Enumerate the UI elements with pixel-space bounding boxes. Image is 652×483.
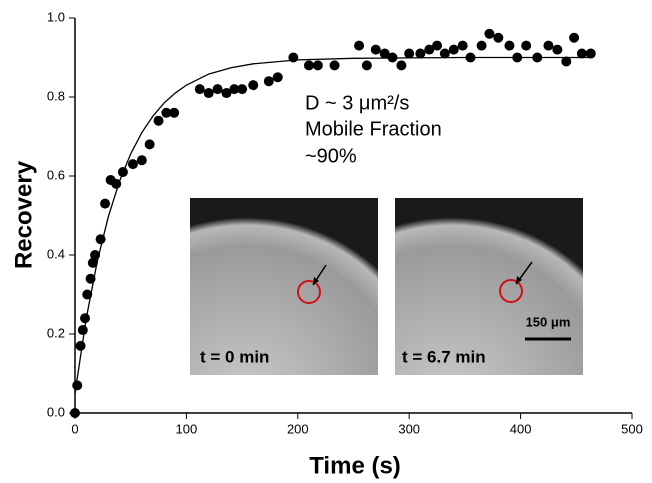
- data-point: [263, 76, 274, 87]
- data-point: [95, 234, 106, 245]
- x-tick-label: 400: [510, 421, 532, 436]
- data-point: [212, 84, 223, 95]
- data-point: [569, 32, 580, 43]
- data-point: [448, 44, 459, 55]
- data-point: [111, 178, 122, 189]
- data-point: [415, 48, 426, 59]
- inset-label: t = 0 min: [200, 347, 269, 366]
- annotation: ~90%: [305, 145, 357, 167]
- data-point: [194, 84, 205, 95]
- inset-right: [395, 198, 583, 375]
- x-tick-label: 300: [398, 421, 420, 436]
- y-tick-label: 0.0: [47, 404, 65, 419]
- data-point: [153, 115, 164, 126]
- data-point: [272, 72, 283, 83]
- data-point: [85, 273, 96, 284]
- data-point: [521, 40, 532, 51]
- data-point: [288, 52, 299, 63]
- data-point: [396, 60, 407, 71]
- data-point: [424, 44, 435, 55]
- data-point: [370, 44, 381, 55]
- x-tick-label: 0: [71, 421, 78, 436]
- data-point: [127, 159, 138, 170]
- x-axis-title: Time (s): [309, 452, 401, 479]
- y-tick-label: 1.0: [47, 9, 65, 24]
- data-point: [77, 325, 88, 336]
- y-tick-label: 0.8: [47, 88, 65, 103]
- data-point: [512, 52, 523, 63]
- inset-label: t = 6.7 min: [402, 347, 486, 366]
- data-point: [552, 44, 563, 55]
- data-point: [82, 289, 93, 300]
- data-point: [72, 380, 83, 391]
- data-point: [439, 48, 450, 59]
- data-point: [312, 60, 323, 71]
- annotation: Mobile Fraction: [305, 118, 442, 140]
- data-point: [465, 52, 476, 63]
- data-point: [75, 340, 86, 351]
- data-point: [136, 155, 147, 166]
- data-point: [161, 107, 172, 118]
- y-tick-label: 0.6: [47, 167, 65, 182]
- data-point: [387, 52, 398, 63]
- data-point: [248, 80, 259, 91]
- data-point: [432, 40, 443, 51]
- data-point: [543, 40, 554, 51]
- x-tick-label: 200: [287, 421, 309, 436]
- data-point: [379, 48, 390, 59]
- data-point: [585, 48, 596, 59]
- data-point: [476, 40, 487, 51]
- y-axis-title: Recovery: [10, 160, 37, 269]
- data-point: [237, 84, 248, 95]
- data-point: [303, 60, 314, 71]
- scale-bar-label: 150 μm: [526, 314, 571, 329]
- data-point: [576, 48, 587, 59]
- data-point: [87, 257, 98, 268]
- data-point: [117, 167, 128, 178]
- data-point: [70, 408, 80, 418]
- data-point: [80, 313, 91, 324]
- data-point: [329, 60, 340, 71]
- data-point: [354, 40, 365, 51]
- y-tick-label: 0.4: [47, 246, 65, 261]
- data-point: [229, 84, 240, 95]
- data-point: [504, 40, 515, 51]
- fit-line: [74, 56, 594, 394]
- data-point: [90, 250, 101, 260]
- annotation: D ~ 3 μm²/s: [305, 92, 409, 114]
- y-tick-label: 0.2: [47, 325, 65, 340]
- data-point: [404, 48, 415, 59]
- x-tick-label: 500: [621, 421, 643, 436]
- data-point: [144, 139, 155, 150]
- data-point: [169, 107, 180, 118]
- data-point: [493, 32, 504, 43]
- data-point: [361, 60, 372, 71]
- data-point: [203, 88, 214, 99]
- data-point: [561, 56, 572, 67]
- x-tick-label: 100: [176, 421, 198, 436]
- data-point: [100, 198, 111, 209]
- data-point: [221, 88, 232, 99]
- data-point: [457, 40, 468, 51]
- data-point: [484, 28, 495, 39]
- data-point: [532, 52, 543, 63]
- inset-left: [190, 198, 378, 375]
